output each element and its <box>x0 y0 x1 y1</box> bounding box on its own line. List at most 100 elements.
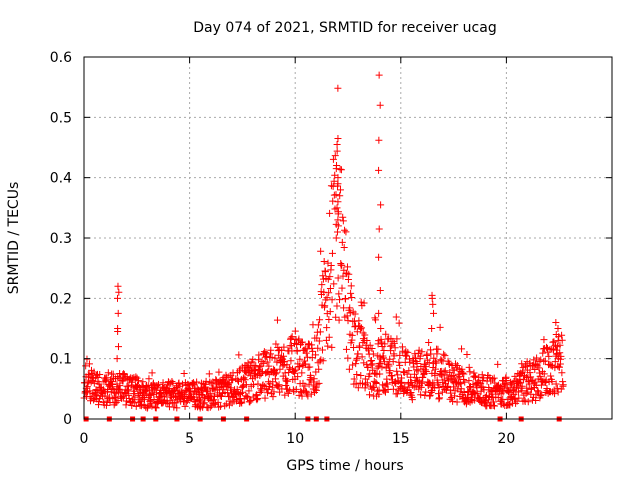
data-point <box>242 381 250 389</box>
data-point <box>202 377 210 385</box>
data-point <box>235 351 243 359</box>
data-point <box>280 352 288 360</box>
data-point <box>366 370 374 378</box>
data-point <box>114 328 122 336</box>
data-point <box>355 317 363 325</box>
data-point <box>338 261 346 269</box>
data-point <box>329 197 337 205</box>
data-point <box>326 308 334 316</box>
data-point <box>382 330 390 338</box>
data-point <box>108 378 116 386</box>
data-point <box>334 210 342 218</box>
data-point <box>334 134 342 142</box>
data-point <box>363 379 371 387</box>
data-point <box>361 331 369 339</box>
axis-ticks <box>83 56 612 420</box>
data-point <box>491 379 499 387</box>
data-point <box>463 351 471 359</box>
data-point <box>435 383 443 391</box>
data-point <box>428 294 436 302</box>
data-point <box>496 383 504 391</box>
data-point <box>466 383 474 391</box>
data-point <box>203 388 211 396</box>
data-point <box>204 386 212 394</box>
data-point <box>403 352 411 360</box>
data-point <box>391 344 399 352</box>
data-point <box>319 357 327 365</box>
data-point <box>418 379 426 387</box>
data-point <box>534 387 542 395</box>
data-point <box>522 363 530 371</box>
data-point <box>381 340 389 348</box>
data-point <box>537 381 545 389</box>
data-point <box>152 404 160 412</box>
data-point <box>181 390 189 398</box>
data-point <box>114 343 122 351</box>
data-point <box>348 331 356 339</box>
data-point <box>393 390 401 398</box>
data-point <box>490 398 498 406</box>
data-point <box>465 363 473 371</box>
data-point <box>340 244 348 252</box>
data-point <box>122 401 130 409</box>
data-point <box>95 380 103 388</box>
data-point <box>516 379 524 387</box>
data-point <box>413 359 421 367</box>
y-tick-label: 0.1 <box>50 352 72 368</box>
data-point <box>210 396 218 404</box>
data-point <box>297 339 305 347</box>
data-point <box>326 209 334 217</box>
x-tick-label: 20 <box>497 431 515 447</box>
data-point <box>296 355 304 363</box>
data-point <box>385 362 393 370</box>
y-tick-label: 0.5 <box>50 110 72 126</box>
data-point <box>284 389 292 397</box>
chart-title: Day 074 of 2021, SRMTID for receiver uca… <box>193 20 496 36</box>
data-point <box>229 376 237 384</box>
data-point <box>551 390 559 398</box>
data-point <box>545 352 553 360</box>
data-point <box>131 393 139 401</box>
data-point <box>540 336 548 344</box>
data-point <box>440 368 448 376</box>
data-point <box>260 359 268 367</box>
data-point <box>554 337 562 345</box>
data-point <box>458 345 466 353</box>
data-point <box>554 325 562 332</box>
data-point <box>332 313 340 321</box>
data-point <box>558 331 566 339</box>
data-point <box>346 304 354 312</box>
data-point <box>254 395 262 403</box>
data-point <box>323 324 331 332</box>
data-point <box>362 381 370 389</box>
data-point <box>211 392 219 400</box>
data-point <box>375 253 383 261</box>
data-point <box>245 387 253 395</box>
data-point <box>408 396 416 404</box>
data-point <box>399 368 407 376</box>
data-point <box>417 391 425 399</box>
data-point <box>332 165 340 173</box>
data-point <box>456 372 464 380</box>
data-point <box>324 342 332 350</box>
data-point <box>172 399 180 407</box>
data-point <box>315 365 323 373</box>
data-point <box>501 381 509 389</box>
data-point <box>360 359 368 367</box>
data-point <box>435 395 443 403</box>
data-point <box>325 315 333 323</box>
data-point <box>237 398 245 406</box>
data-point <box>554 388 562 396</box>
data-point <box>134 377 142 385</box>
data-point <box>348 294 356 302</box>
data-point <box>207 379 215 387</box>
data-point <box>414 367 422 375</box>
data-point <box>422 367 430 375</box>
data-point <box>321 268 329 276</box>
data-point <box>303 345 311 353</box>
data-point <box>314 344 322 352</box>
data-point <box>416 352 424 360</box>
data-point <box>458 365 466 373</box>
data-point <box>311 385 319 393</box>
